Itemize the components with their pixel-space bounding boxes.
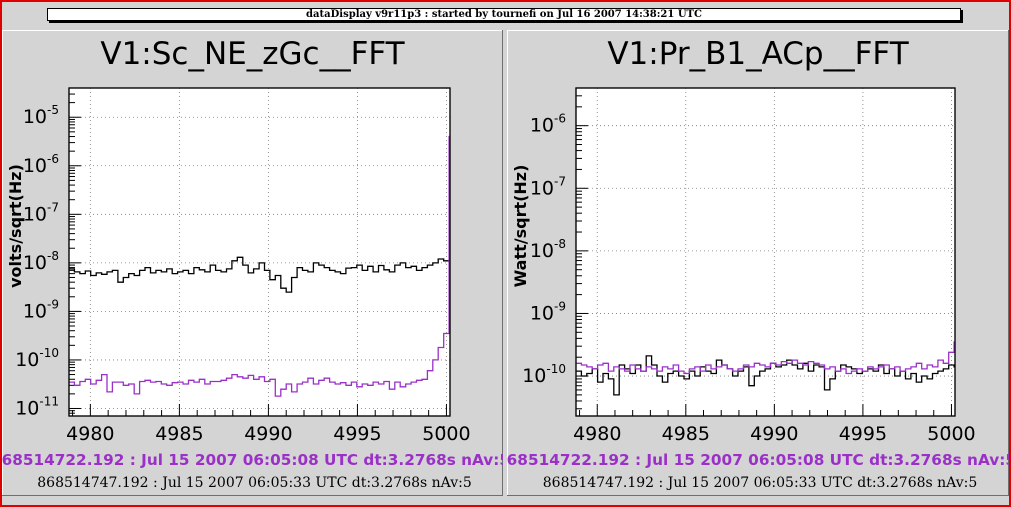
y-axis-label: Watt/sqrt(Hz) bbox=[511, 165, 530, 288]
x-tick-label: 4985 bbox=[662, 423, 710, 445]
plot-area bbox=[575, 87, 956, 417]
series-current-line bbox=[69, 135, 450, 397]
y-tick-base: 10 bbox=[530, 240, 554, 262]
y-tick-base: 10 bbox=[23, 300, 47, 322]
y-tick-label: 10-8 bbox=[23, 249, 59, 274]
y-tick-base: 10 bbox=[23, 203, 47, 225]
y-tick-exponent: -9 bbox=[47, 297, 59, 311]
y-tick-base: 10 bbox=[15, 397, 39, 419]
y-tick-exponent: -8 bbox=[47, 249, 59, 263]
footer-reference-run: 868514747.192 : Jul 15 2007 06:05:33 UTC… bbox=[37, 475, 472, 491]
x-tick-label: 4985 bbox=[155, 423, 203, 445]
y-tick-exponent: -9 bbox=[554, 299, 566, 313]
y-tick-exponent: -7 bbox=[554, 174, 566, 188]
y-tick-label: 10-10 bbox=[15, 346, 59, 371]
x-axis-marker: .. bbox=[943, 420, 951, 431]
y-tick-base: 10 bbox=[522, 365, 546, 387]
y-tick-label: 10-8 bbox=[530, 237, 566, 262]
plot-area bbox=[68, 87, 451, 417]
y-tick-label: 10-10 bbox=[522, 362, 566, 387]
y-tick-exponent: -6 bbox=[47, 152, 59, 166]
x-tick-label: 4990 bbox=[244, 423, 292, 445]
chart-title: V1:Sc_NE_zGc__FFT bbox=[100, 36, 405, 72]
y-tick-base: 10 bbox=[15, 349, 39, 371]
y-tick-exponent: -10 bbox=[546, 362, 566, 376]
series-reference-line bbox=[69, 256, 450, 293]
footer-current-run: 868514722.192 : Jul 15 2007 06:05:08 UTC… bbox=[507, 451, 1009, 469]
x-tick-label: 4995 bbox=[839, 423, 887, 445]
y-axis-label: volts/sqrt(Hz) bbox=[6, 164, 25, 288]
y-tick-exponent: -10 bbox=[39, 346, 59, 360]
y-tick-base: 10 bbox=[23, 106, 47, 128]
footer-current-run: 868514722.192 : Jul 15 2007 06:05:08 UTC… bbox=[2, 451, 503, 469]
y-tick-label: 10-9 bbox=[530, 299, 566, 324]
x-tick-label: 4995 bbox=[333, 423, 381, 445]
y-tick-label: 10-9 bbox=[23, 297, 59, 322]
chart-title: V1:Pr_B1_ACp__FFT bbox=[607, 36, 909, 72]
y-tick-exponent: -7 bbox=[47, 200, 59, 214]
footer-reference-run: 868514747.192 : Jul 15 2007 06:05:33 UTC… bbox=[543, 475, 978, 491]
y-tick-exponent: -5 bbox=[47, 103, 59, 117]
x-tick-label: 5000 bbox=[927, 423, 975, 445]
y-tick-base: 10 bbox=[530, 302, 554, 324]
y-tick-label: 10-6 bbox=[530, 112, 566, 137]
y-tick-exponent: -11 bbox=[39, 394, 59, 408]
y-tick-exponent: -8 bbox=[554, 237, 566, 251]
x-axis-marker: .. bbox=[438, 420, 446, 431]
left-plot-pad[interactable]: 4980 4985 4990 4995 500010-1110-1010-910-810… bbox=[2, 30, 503, 496]
window-banner: dataDisplay v9r11p3 : started by tournef… bbox=[47, 8, 961, 21]
y-tick-base: 10 bbox=[23, 252, 47, 274]
y-tick-label: 10-6 bbox=[23, 152, 59, 177]
y-tick-label: 10-7 bbox=[23, 200, 59, 225]
plot-frame bbox=[68, 87, 451, 417]
x-tick-label: 5000 bbox=[422, 423, 470, 445]
y-tick-base: 10 bbox=[530, 115, 554, 137]
series-current-line bbox=[576, 341, 955, 375]
x-tick-label: 4980 bbox=[66, 423, 114, 445]
y-tick-label: 10-7 bbox=[530, 174, 566, 199]
y-tick-label: 10-11 bbox=[15, 394, 59, 419]
y-tick-label: 10-5 bbox=[23, 103, 59, 128]
right-plot-pad[interactable]: 4980 4985 4990 4995 500010-1010-910-810-710-… bbox=[507, 30, 1009, 496]
x-tick-label: 4980 bbox=[573, 423, 621, 445]
y-tick-exponent: -6 bbox=[554, 112, 566, 126]
plot-frame bbox=[575, 87, 956, 417]
x-tick-label: 4990 bbox=[750, 423, 798, 445]
y-tick-base: 10 bbox=[530, 177, 554, 199]
y-tick-base: 10 bbox=[23, 155, 47, 177]
